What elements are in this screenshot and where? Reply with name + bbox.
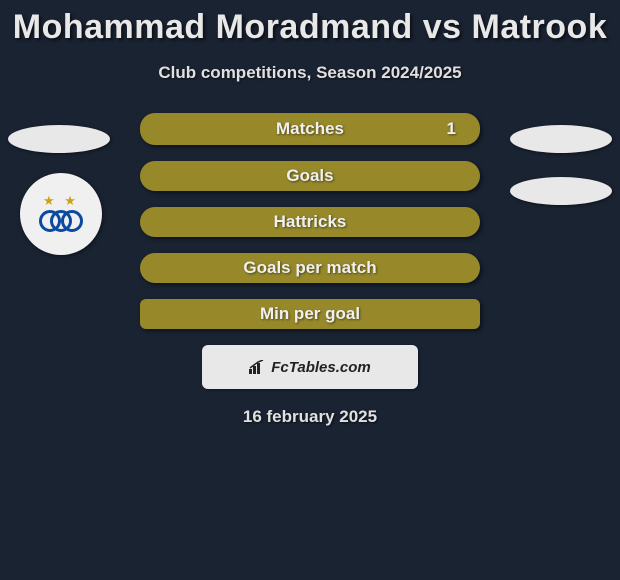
stat-row-min-per-goal: Min per goal [140,299,480,329]
comparison-content: ★ ★ Matches 1 Goals Hattricks Goals per … [0,113,620,427]
stat-label: Min per goal [260,304,360,324]
player-right-avatar-placeholder-2 [510,177,612,205]
stat-row-matches: Matches 1 [140,113,480,145]
stat-rows-container: Matches 1 Goals Hattricks Goals per matc… [140,113,480,329]
stat-row-hattricks: Hattricks [140,207,480,237]
brand-label: FcTables.com [271,359,370,376]
club-rings-icon [39,207,83,235]
page-title: Mohammad Moradmand vs Matrook [0,0,620,47]
stat-row-goals: Goals [140,161,480,191]
chart-icon [249,360,267,374]
page-subtitle: Club competitions, Season 2024/2025 [0,63,620,83]
stat-row-goals-per-match: Goals per match [140,253,480,283]
stat-label: Hattricks [274,212,347,232]
footer-date: 16 february 2025 [0,407,620,427]
brand-badge[interactable]: FcTables.com [202,345,418,389]
stat-label: Goals [286,166,333,186]
stat-label: Goals per match [243,258,376,278]
player-left-avatar-placeholder [8,125,110,153]
player-left-club-badge: ★ ★ [20,173,102,255]
stat-value-right: 1 [447,119,456,139]
player-right-avatar-placeholder-1 [510,125,612,153]
stat-label: Matches [276,119,344,139]
